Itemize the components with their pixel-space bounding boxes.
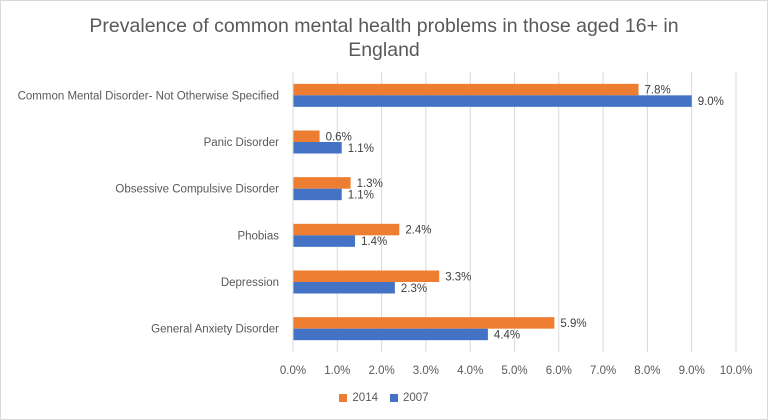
bar-2014 (293, 177, 351, 189)
data-label-2007: 1.4% (361, 236, 387, 248)
x-tick-label: 10.0% (720, 365, 753, 377)
x-tick-label: 7.0% (590, 365, 616, 377)
bar-2014 (293, 270, 440, 282)
legend-label-2014: 2014 (352, 392, 378, 404)
category-label: General Anxiety Disorder (151, 324, 279, 336)
x-tick-label: 4.0% (457, 365, 483, 377)
bar-2007 (293, 142, 342, 154)
bar-2007 (293, 282, 395, 294)
data-label-2007: 1.1% (348, 143, 374, 155)
x-tick-label: 6.0% (546, 365, 572, 377)
bar-2014 (293, 317, 555, 329)
data-label-2007: 4.4% (494, 329, 520, 341)
category-label: Depression (221, 277, 279, 289)
x-tick-label: 1.0% (324, 365, 350, 377)
bar-2007 (293, 95, 692, 107)
x-tick-label: 3.0% (413, 365, 439, 377)
data-label-2014: 7.8% (645, 85, 671, 97)
x-tick-label: 5.0% (501, 365, 527, 377)
legend-swatch-2014 (339, 394, 348, 402)
data-label-2014: 1.3% (357, 178, 383, 190)
data-label-2007: 1.1% (348, 189, 374, 201)
bar-2007 (293, 328, 488, 341)
data-label-2007: 9.0% (698, 96, 724, 108)
bar-2014 (293, 223, 400, 236)
category-label: Panic Disorder (204, 137, 280, 149)
data-label-2007: 2.3% (401, 283, 427, 295)
legend-item-2014: 2014 (339, 392, 378, 404)
legend-swatch-2007 (390, 394, 398, 402)
category-label: Phobias (237, 230, 279, 242)
bar-2007 (293, 188, 342, 201)
category-label: Obsessive Compulsive Disorder (115, 184, 279, 196)
data-label-2014: 2.4% (405, 225, 431, 237)
chart-title: Prevalence of common mental health probl… (89, 15, 679, 61)
x-tick-label: 0.0% (280, 365, 306, 377)
legend-label-2007: 2007 (403, 392, 429, 404)
data-label-2014: 0.6% (326, 131, 352, 143)
data-label-2014: 5.9% (560, 318, 586, 330)
x-tick-label: 9.0% (679, 365, 705, 377)
x-tick-label: 2.0% (368, 365, 394, 377)
bar-2014 (293, 83, 639, 96)
category-label: Common Mental Disorder- Not Otherwise Sp… (18, 90, 279, 102)
data-label-2014: 3.3% (445, 271, 471, 283)
legend: 2014 2007 (0, 392, 768, 404)
x-tick-label: 8.0% (634, 365, 660, 377)
bar-2014 (293, 130, 320, 142)
legend-item-2007: 2007 (390, 392, 429, 404)
bar-2007 (293, 235, 356, 247)
